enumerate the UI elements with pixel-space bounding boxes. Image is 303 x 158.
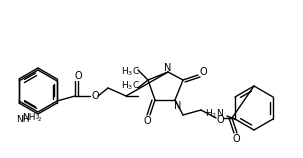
Text: H$_2$N: H$_2$N: [205, 108, 225, 120]
Text: O: O: [74, 71, 82, 81]
Text: O: O: [232, 134, 240, 144]
Text: N: N: [174, 101, 182, 111]
Text: O: O: [91, 91, 99, 101]
Text: N: N: [164, 63, 172, 73]
Text: NH: NH: [16, 115, 30, 125]
Text: H$_3$C: H$_3$C: [121, 66, 139, 78]
Text: O: O: [216, 115, 224, 125]
Text: $_2$: $_2$: [35, 113, 40, 122]
Text: O: O: [143, 116, 151, 126]
Text: H$_3$C: H$_3$C: [121, 80, 139, 92]
Text: O: O: [199, 67, 207, 77]
Text: $_2$: $_2$: [37, 115, 42, 125]
Text: NH: NH: [22, 113, 35, 122]
